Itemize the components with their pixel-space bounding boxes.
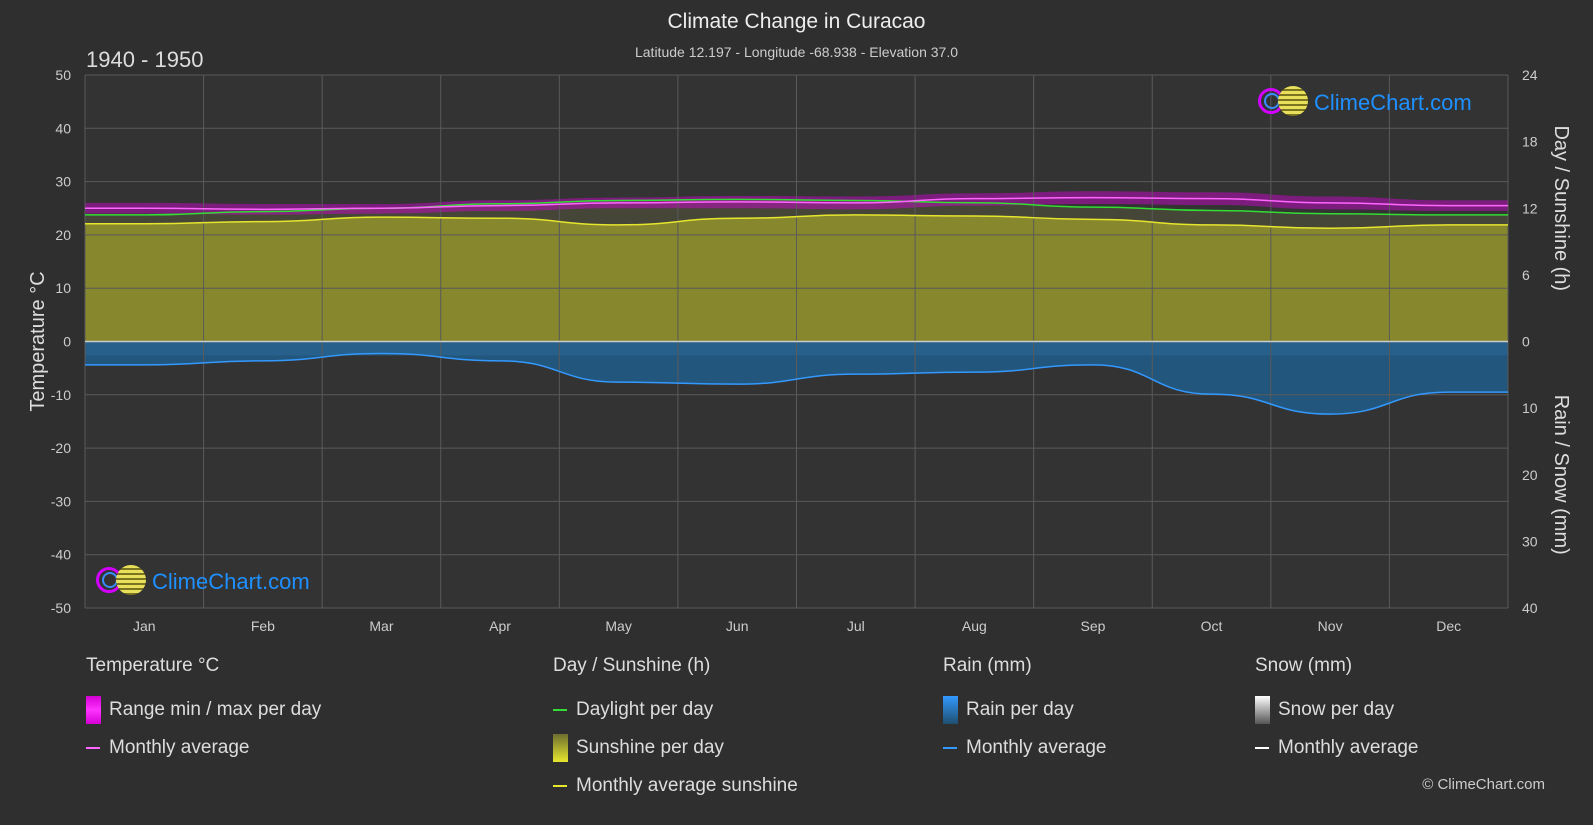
brand-logo-bottom[interactable]: ClimeChart.com xyxy=(96,565,310,599)
y-axis-title-left: Temperature °C xyxy=(27,271,49,411)
sunshine-swatch-icon xyxy=(553,734,568,762)
y-tick-label-right-top: 24 xyxy=(1522,67,1538,83)
climechart-logo-icon xyxy=(96,565,148,599)
chart-title: Climate Change in Curacao xyxy=(667,10,926,33)
brand-logo-top[interactable]: ClimeChart.com xyxy=(1258,86,1472,120)
y-tick-label-right-bottom: 30 xyxy=(1522,533,1538,549)
temperature-avg-line xyxy=(84,196,1508,211)
copyright-text: © ClimeChart.com xyxy=(1422,776,1545,793)
line-swatch-icon xyxy=(1255,747,1269,749)
x-tick-label: Sep xyxy=(1080,618,1105,634)
line-swatch-icon xyxy=(553,785,567,787)
legend-item: Monthly average xyxy=(86,729,321,767)
x-tick-label: Aug xyxy=(962,618,987,634)
y-tick-label-right-top: 18 xyxy=(1522,134,1538,150)
legend-temperature: Temperature °C Range min / max per day M… xyxy=(86,655,321,767)
period-label: 1940 - 1950 xyxy=(86,47,204,72)
rain-avg-line xyxy=(84,352,1509,415)
y-tick-label-right-bottom: 20 xyxy=(1522,467,1538,483)
y-tick-label-left: -30 xyxy=(51,493,71,509)
y-tick-label-left: -10 xyxy=(51,387,71,403)
range-swatch-icon xyxy=(86,696,101,724)
y-tick-label-left: 20 xyxy=(55,227,71,243)
legend-sunshine: Day / Sunshine (h) Daylight per day Suns… xyxy=(553,655,798,805)
legend-item-label: Range min / max per day xyxy=(109,699,322,720)
x-tick-label: Dec xyxy=(1436,618,1461,634)
legend-sunshine-title: Day / Sunshine (h) xyxy=(553,655,711,676)
y-axis-title-right-top: Day / Sunshine (h) xyxy=(1550,125,1572,291)
line-swatch-icon xyxy=(553,709,567,711)
x-tick-label: Jan xyxy=(133,618,156,634)
y-tick-label-right-top: 0 xyxy=(1522,334,1530,350)
line-swatch-icon xyxy=(86,747,100,749)
brand-text-bottom: ClimeChart.com xyxy=(152,569,310,594)
y-tick-label-right-top: 6 xyxy=(1522,267,1530,283)
legend-temperature-title: Temperature °C xyxy=(86,655,220,676)
legend-rain-title: Rain (mm) xyxy=(943,655,1032,676)
legend-item-label: Monthly average xyxy=(966,737,1107,758)
y-tick-label-left: 0 xyxy=(63,334,71,350)
legend-item-label: Monthly average xyxy=(1278,737,1419,758)
legend-item-label: Rain per day xyxy=(966,699,1074,720)
y-tick-label-right-bottom: 40 xyxy=(1522,600,1538,616)
legend-rain: Rain (mm) Rain per day Monthly average xyxy=(943,655,1106,767)
y-tick-label-left: -40 xyxy=(51,547,71,563)
y-tick-label-right-top: 12 xyxy=(1522,200,1538,216)
legend-item: Monthly average sunshine xyxy=(553,767,798,805)
x-tick-label: Jun xyxy=(726,618,749,634)
y-tick-label-left: -50 xyxy=(51,600,71,616)
y-tick-label-left: 30 xyxy=(55,174,71,190)
x-tick-label: Oct xyxy=(1201,618,1223,634)
sunshine-avg-line xyxy=(84,214,1508,229)
legend-snow-title: Snow (mm) xyxy=(1255,655,1353,676)
legend-item: Daylight per day xyxy=(553,691,798,729)
legend-item: Rain per day xyxy=(943,691,1106,729)
snow-swatch-icon xyxy=(1255,696,1270,724)
daylight-line xyxy=(85,198,1508,216)
climechart-logo-icon xyxy=(1258,86,1310,120)
y-tick-label-left: -20 xyxy=(51,440,71,456)
chart-subtitle: Latitude 12.197 - Longitude -68.938 - El… xyxy=(634,44,959,60)
brand-text-top: ClimeChart.com xyxy=(1314,90,1472,115)
y-tick-label-left: 40 xyxy=(55,120,71,136)
x-tick-label: Nov xyxy=(1318,618,1343,634)
legend-item-label: Daylight per day xyxy=(576,699,714,720)
x-tick-label: Feb xyxy=(251,618,275,634)
line-swatch-icon xyxy=(943,747,957,749)
legend-item: Range min / max per day xyxy=(86,691,321,729)
y-tick-label-left: 10 xyxy=(55,280,71,296)
y-tick-label-left: 50 xyxy=(55,67,71,83)
climate-chart: 50 40 30 20 10 0 -10 -20 -30 -40 -50 24 18 12 6 0 10 20 30… xyxy=(27,67,1572,634)
x-tick-label: Apr xyxy=(489,618,511,634)
y-axis-title-right-bottom: Rain / Snow (mm) xyxy=(1550,395,1572,555)
legend-item-label: Monthly average xyxy=(109,737,250,758)
rain-swatch-icon xyxy=(943,696,958,724)
legend-item-label: Sunshine per day xyxy=(576,737,724,758)
x-tick-label: Mar xyxy=(369,618,393,634)
legend-snow: Snow (mm) Snow per day Monthly average xyxy=(1255,655,1418,767)
legend-item-label: Snow per day xyxy=(1278,699,1395,720)
legend-item: Snow per day xyxy=(1255,691,1418,729)
legend-item: Sunshine per day xyxy=(553,729,798,767)
x-tick-label: Jul xyxy=(847,618,865,634)
x-tick-label: May xyxy=(605,618,631,634)
legend-item-label: Monthly average sunshine xyxy=(576,775,798,796)
y-tick-label-right-bottom: 10 xyxy=(1522,400,1538,416)
legend-item: Monthly average xyxy=(1255,729,1418,767)
legend-item: Monthly average xyxy=(943,729,1106,767)
